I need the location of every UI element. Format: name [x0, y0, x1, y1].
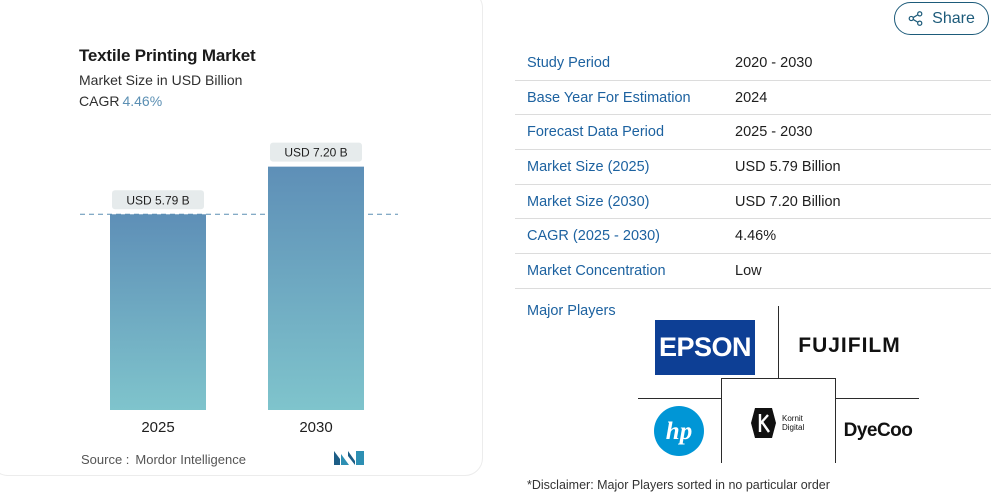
market-chart-card [0, 0, 483, 476]
info-value: Low [735, 262, 762, 279]
cagr-value: 4.46% [122, 93, 163, 109]
info-row-market-size-2025: Market Size (2025) USD 5.79 Billion [515, 150, 991, 185]
grid-divider [778, 306, 779, 378]
info-value: 4.46% [735, 228, 777, 245]
data-label: USD 7.20 B [284, 146, 347, 160]
bar-2030 [268, 166, 364, 410]
share-icon [908, 11, 923, 26]
info-value: 2020 - 2030 [735, 54, 813, 71]
cagr-label: CAGR [79, 93, 120, 109]
source-label: Source : [81, 452, 130, 467]
kornit-digital-logo: Kornit Digital [750, 403, 812, 443]
info-row-market-size-2030: Market Size (2030) USD 7.20 Billion [515, 185, 991, 220]
chart-title: Textile Printing Market [79, 46, 256, 65]
fujifilm-wordmark: FUJIFILM [798, 334, 901, 357]
grid-divider [721, 378, 722, 463]
info-value: USD 5.79 Billion [735, 158, 841, 175]
dyecoo-wordmark: DyeCoo [843, 420, 913, 441]
grid-divider [835, 398, 919, 399]
x-tick-label: 2025 [141, 419, 174, 436]
grid-divider [721, 378, 836, 379]
dyecoo-logo: DyeCoo [843, 418, 913, 444]
x-tick-label: 2030 [299, 419, 332, 436]
info-value: 2025 - 2030 [735, 124, 813, 141]
mordor-intelligence-logo [334, 451, 364, 465]
info-key: Market Size (2030) [527, 193, 650, 210]
fujifilm-logo: FUJIFILM [792, 332, 907, 360]
source-value: Mordor Intelligence [135, 452, 246, 467]
kornit-line1: Kornit [782, 414, 803, 423]
epson-wordmark: EPSON [658, 332, 752, 362]
grid-divider [835, 378, 836, 463]
data-label: USD 5.79 B [126, 193, 189, 207]
info-value: 2024 [735, 89, 768, 106]
major-players-label: Major Players [527, 303, 616, 319]
hp-logo: hp [653, 405, 705, 457]
grid-divider [638, 398, 722, 399]
info-key: Market Concentration [527, 262, 666, 279]
info-row-forecast-period: Forecast Data Period 2025 - 2030 [515, 115, 991, 151]
info-key: Base Year For Estimation [527, 89, 691, 106]
info-row-study-period: Study Period 2020 - 2030 [515, 46, 991, 81]
kornit-line2: Digital [782, 423, 805, 432]
info-key: Study Period [527, 54, 611, 71]
market-info-table: Study Period 2020 - 2030 Base Year For E… [515, 46, 991, 289]
bar-chart: USD 5.79 B 2025 USD 7.20 B 2030 [80, 142, 398, 436]
bar-2025 [110, 214, 206, 410]
disclaimer-text: *Disclaimer: Major Players sorted in no … [527, 478, 830, 492]
epson-logo: EPSON [655, 320, 755, 375]
info-row-cagr: CAGR (2025 - 2030) 4.46% [515, 219, 991, 255]
info-row-base-year: Base Year For Estimation 2024 [515, 81, 991, 116]
info-value: USD 7.20 Billion [735, 193, 841, 210]
info-row-market-concentration: Market Concentration Low [515, 254, 991, 289]
hp-wordmark: hp [666, 418, 692, 445]
kornit-logo-mark [751, 408, 776, 438]
cagr-line: CAGR 4.46% [79, 93, 162, 109]
hp-logo-mark: hp [654, 406, 704, 456]
data-label-bg [112, 190, 204, 210]
chart-subtitle: Market Size in USD Billion [79, 72, 243, 88]
share-label: Share [932, 9, 975, 27]
chart-source: Source : Mordor Intelligence [81, 452, 246, 467]
info-key: Market Size (2025) [527, 158, 650, 175]
data-label-bg [270, 142, 362, 162]
share-button[interactable]: Share [894, 2, 989, 35]
info-key: Forecast Data Period [527, 124, 665, 141]
info-key: CAGR (2025 - 2030) [527, 228, 660, 245]
